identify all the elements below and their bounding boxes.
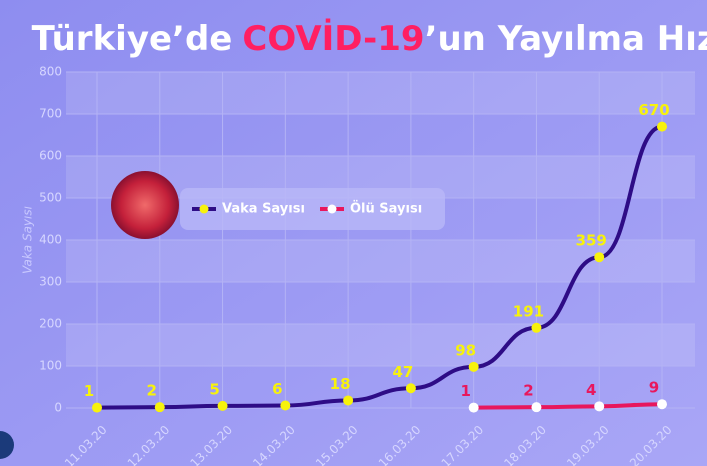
- legend-marker: [200, 205, 209, 214]
- data-label: 5: [209, 380, 219, 398]
- y-tick-label: 0: [54, 401, 62, 415]
- data-point: [469, 403, 479, 413]
- data-label: 2: [523, 382, 533, 400]
- data-label: 6: [272, 380, 282, 398]
- grid-band: [66, 72, 695, 114]
- data-label: 1: [84, 382, 94, 400]
- data-point: [343, 395, 353, 405]
- y-tick-label: 400: [39, 233, 62, 247]
- data-label: 1: [460, 382, 470, 400]
- data-label: 47: [392, 363, 413, 381]
- data-point: [594, 252, 604, 262]
- data-label: 2: [147, 382, 157, 400]
- data-point: [531, 323, 541, 333]
- y-tick-label: 500: [39, 191, 62, 205]
- grid-band: [66, 324, 695, 366]
- title-part: ’un Yayılma Hızı: [425, 19, 707, 59]
- data-label: 18: [330, 375, 351, 393]
- chart: Türkiye’deCOVİD-19’un Yayılma Hızı Vaka …: [0, 0, 707, 466]
- data-point: [531, 402, 541, 412]
- title-part: Türkiye’de: [32, 19, 233, 59]
- legend-label: Ölü Sayısı: [350, 201, 422, 217]
- data-label: 4: [586, 381, 596, 399]
- data-point: [469, 362, 479, 372]
- y-tick-label: 300: [39, 275, 62, 289]
- y-tick-label: 100: [39, 359, 62, 373]
- data-point: [657, 399, 667, 409]
- data-point: [406, 383, 416, 393]
- data-point: [280, 400, 290, 410]
- data-label: 191: [513, 302, 544, 320]
- data-label: 9: [649, 379, 659, 397]
- data-point: [155, 402, 165, 412]
- y-tick-label: 200: [39, 317, 62, 331]
- virus-icon: [111, 171, 179, 239]
- title-highlight: COVİD-19: [242, 18, 424, 59]
- data-point: [92, 403, 102, 413]
- data-point: [594, 401, 604, 411]
- legend-marker: [328, 205, 337, 214]
- data-point: [218, 401, 228, 411]
- data-label: 98: [455, 341, 476, 359]
- y-tick-label: 700: [39, 107, 62, 121]
- legend-label: Vaka Sayısı: [222, 202, 305, 217]
- data-label: 670: [638, 101, 669, 119]
- y-tick-label: 600: [39, 149, 62, 163]
- data-point: [657, 122, 667, 132]
- y-axis-label: Vaka Sayısı: [21, 206, 35, 274]
- y-tick-label: 800: [39, 65, 62, 79]
- data-label: 359: [576, 232, 607, 250]
